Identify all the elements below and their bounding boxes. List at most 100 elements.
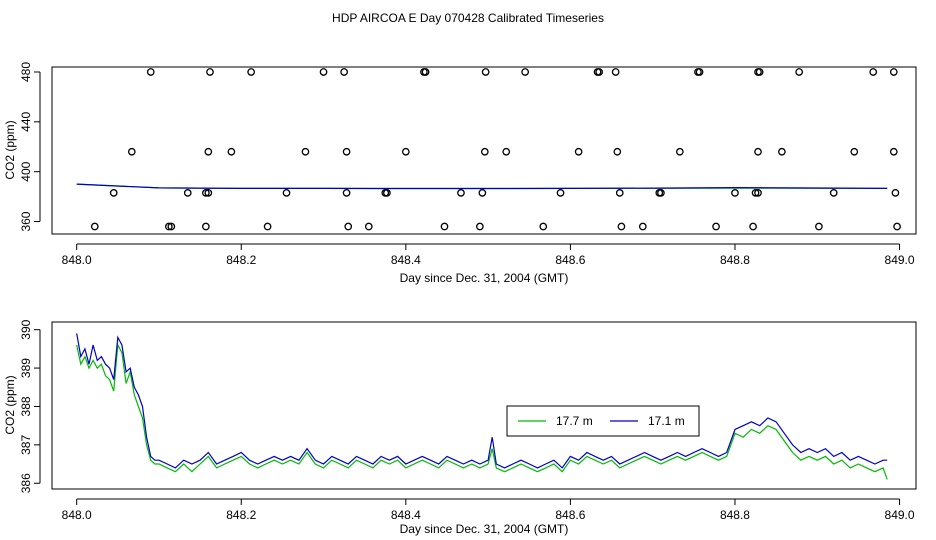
scatter-point: [127, 147, 136, 156]
scatter-point: [829, 189, 838, 197]
scatter-point: [611, 68, 620, 76]
scatter-point: [751, 189, 760, 197]
scatter-point: [263, 222, 272, 231]
scatter-point: [364, 222, 373, 231]
scatter-point: [815, 222, 823, 231]
scatter-point: [227, 147, 236, 156]
bottom-series-lines: [76, 333, 888, 480]
bottom-plot-frame: [51, 321, 917, 490]
scatter-point: [457, 189, 465, 197]
top-x-tick-label: 849.0: [885, 253, 915, 267]
scatter-point: [891, 189, 900, 197]
scatter-point: [319, 68, 328, 76]
scatter-point: [109, 189, 118, 197]
scatter-point: [893, 222, 901, 231]
scatter-point: [383, 189, 391, 197]
top-y-tick-label: 440: [19, 112, 33, 132]
top-y-axis: 360 400 440 480: [19, 62, 41, 232]
scatter-point: [521, 68, 529, 76]
scatter-point: [247, 68, 255, 76]
top-panel: 848.0 848.2 848.4 848.6 848.8 849.0 360 400 440…: [3, 62, 917, 285]
scatter-point: [502, 147, 511, 156]
scatter-point: [167, 222, 176, 231]
scatter-point: [206, 68, 214, 76]
top-x-tick-label: 848.4: [391, 253, 421, 267]
scatter-point: [754, 147, 762, 156]
scatter-point: [778, 147, 786, 156]
scatter-point: [202, 189, 210, 197]
bottom-x-tick-label: 848.2: [226, 508, 256, 522]
scatter-point: [340, 68, 348, 76]
bottom-x-tick-label: 849.0: [885, 508, 915, 522]
bottom-y-axis: 386 387 388 389 390: [19, 319, 41, 493]
scatter-point: [342, 147, 351, 156]
scatter-point: [539, 222, 548, 231]
scatter-point: [342, 189, 351, 197]
scatter-point: [421, 68, 430, 76]
scatter-point: [657, 189, 665, 197]
bottom-x-axis-title: Day since Dec. 31, 2004 (GMT): [400, 522, 569, 536]
top-x-tick-label: 848.6: [555, 253, 585, 267]
scatter-point: [282, 189, 291, 197]
bottom-x-tick-label: 848.0: [62, 508, 92, 522]
legend: 17.7 m 17.1 m: [506, 405, 700, 437]
scatter-point: [755, 68, 764, 76]
top-x-axis: 848.0 848.2 848.4 848.6 848.8 849.0: [62, 243, 915, 267]
bottom-x-axis: 848.0 848.2 848.4 848.6 848.8 849.0: [62, 498, 915, 522]
top-x-tick-label: 848.0: [62, 253, 92, 267]
scatter-point: [638, 222, 647, 231]
scatter-point: [795, 68, 804, 76]
bottom-series-line-17-7m: [76, 342, 888, 480]
scatter-point: [301, 147, 310, 156]
bottom-y-axis-title: CO2 (ppm): [3, 375, 17, 434]
scatter-point: [869, 68, 878, 76]
scatter-point: [146, 68, 155, 76]
scatter-point: [850, 147, 859, 156]
bottom-y-tick-label: 390: [19, 319, 33, 339]
scatter-point: [695, 68, 704, 76]
scatter-point: [595, 68, 604, 76]
top-x-tick-label: 848.8: [720, 253, 750, 267]
scatter-point: [754, 189, 762, 197]
scatter-point: [675, 147, 684, 156]
bottom-series-line-17-1m: [76, 333, 888, 469]
bottom-y-tick-label: 387: [19, 435, 33, 455]
scatter-point: [889, 68, 898, 76]
scatter-point: [90, 222, 99, 231]
scatter-point: [476, 222, 484, 231]
scatter-point: [204, 189, 213, 197]
scatter-point: [480, 147, 489, 156]
top-y-tick-label: 480: [19, 62, 33, 82]
scatter-point: [440, 222, 449, 231]
top-y-axis-title: CO2 (ppm): [3, 120, 17, 179]
scatter-point: [613, 147, 622, 156]
scatter-point: [202, 222, 210, 231]
bottom-x-tick-label: 848.4: [391, 508, 421, 522]
scatter-point: [481, 68, 490, 76]
figure-title: HDP AIRCOA E Day 070428 Calibrated Times…: [332, 11, 604, 25]
scatter-point: [574, 147, 583, 156]
scatter-point: [731, 189, 739, 197]
top-x-axis-title: Day since Dec. 31, 2004 (GMT): [400, 271, 569, 285]
scatter-point: [617, 222, 626, 231]
scatter-point: [889, 147, 898, 156]
top-series-line-17-1m: [76, 183, 888, 190]
scatter-point: [749, 222, 757, 231]
scatter-point: [401, 147, 410, 156]
bottom-y-tick-label: 388: [19, 396, 33, 416]
legend-label-17-7m: 17.7 m: [556, 414, 593, 428]
scatter-point: [478, 189, 487, 197]
legend-label-17-1m: 17.1 m: [648, 414, 685, 428]
bottom-x-tick-label: 848.6: [555, 508, 585, 522]
scatter-point: [164, 222, 173, 231]
top-x-tick-label: 848.2: [226, 253, 256, 267]
top-y-tick-label: 400: [19, 161, 33, 181]
bottom-y-tick-label: 386: [19, 473, 33, 493]
bottom-panel: 848.0 848.2 848.4 848.6 848.8 849.0 386 387 388…: [3, 319, 917, 536]
scatter-point: [204, 147, 213, 156]
scatter-point: [344, 222, 353, 231]
scatter-point: [712, 222, 720, 231]
scatter-point: [183, 189, 192, 197]
top-plot-frame: [51, 66, 917, 235]
